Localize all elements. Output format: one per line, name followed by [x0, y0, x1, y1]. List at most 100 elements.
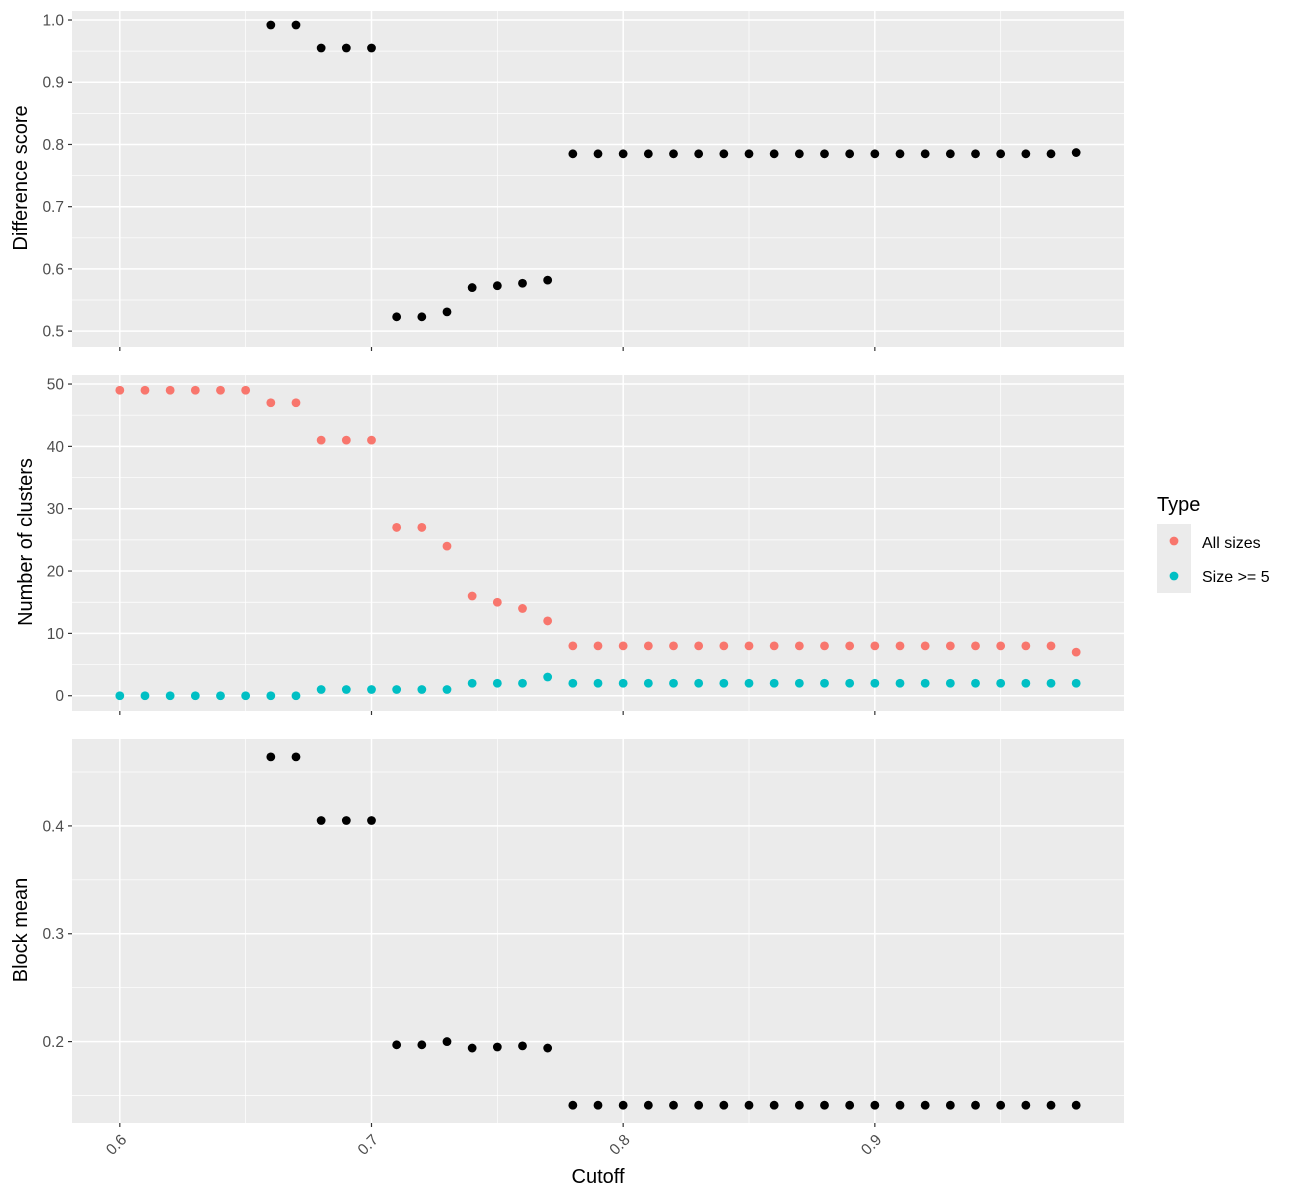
data-point — [165, 385, 175, 395]
data-point — [190, 385, 200, 395]
data-point — [442, 541, 452, 551]
y-tick-label: 0.2 — [42, 1034, 64, 1051]
data-point — [568, 641, 578, 651]
data-point — [820, 1100, 829, 1110]
data-point — [971, 149, 980, 159]
data-point — [417, 312, 427, 322]
data-point — [1046, 678, 1056, 688]
data-point — [1071, 678, 1081, 688]
data-point — [845, 641, 855, 651]
data-point — [845, 678, 855, 688]
data-point — [568, 678, 578, 688]
data-point — [794, 678, 804, 688]
data-point — [190, 691, 200, 701]
y-tick-label: 40 — [47, 439, 65, 456]
data-point — [241, 385, 251, 395]
legend-title: Type — [1157, 494, 1200, 516]
data-point — [820, 678, 829, 688]
y-tick-label: 10 — [47, 626, 65, 643]
data-point — [845, 149, 855, 159]
data-point — [367, 43, 376, 53]
data-point — [769, 678, 779, 688]
data-point — [769, 149, 779, 159]
data-point — [744, 149, 754, 159]
data-point — [543, 672, 553, 682]
data-point — [694, 149, 704, 159]
data-point — [367, 685, 376, 694]
data-point — [543, 616, 553, 626]
data-point — [392, 1040, 402, 1050]
data-point — [392, 523, 402, 532]
data-point — [1021, 678, 1031, 688]
data-point — [870, 1100, 880, 1110]
data-point — [568, 149, 578, 159]
panel-block-mean: 0.20.30.40.6 0.7 0.8 0.9 — [42, 739, 1124, 1159]
data-point — [417, 523, 427, 532]
y-tick-label: 30 — [47, 501, 65, 518]
data-point — [291, 20, 301, 30]
data-point — [744, 678, 754, 688]
data-point — [669, 1100, 678, 1110]
data-point — [543, 1043, 553, 1053]
data-point — [669, 641, 678, 651]
data-point — [719, 641, 729, 651]
data-point — [996, 1100, 1006, 1110]
data-point — [694, 641, 704, 651]
data-point — [870, 641, 880, 651]
data-point — [316, 816, 326, 825]
data-point — [1071, 1100, 1081, 1110]
data-point — [316, 685, 326, 694]
data-point — [467, 591, 477, 601]
data-point — [618, 678, 628, 688]
data-point — [719, 149, 729, 159]
data-point — [895, 149, 905, 159]
data-point — [467, 678, 477, 688]
data-point — [392, 685, 402, 694]
y-axis-title-block-mean: Block mean — [10, 878, 32, 983]
y-tick-label: 0.6 — [42, 261, 64, 278]
data-point — [820, 149, 829, 159]
data-point — [341, 685, 351, 694]
data-point — [140, 691, 150, 701]
data-point — [945, 149, 955, 159]
panel-number-of-clusters: 0 10 20 30 40 50 — [47, 375, 1124, 715]
data-point — [845, 1100, 855, 1110]
data-point — [492, 678, 502, 688]
data-point — [341, 435, 351, 445]
data-point — [593, 678, 603, 688]
legend-type: Type All sizes Size >= 5 — [1157, 494, 1270, 593]
data-point — [971, 641, 980, 651]
legend-key-all-sizes — [1169, 536, 1179, 546]
data-point — [316, 43, 326, 53]
y-tick-label: 50 — [47, 377, 65, 394]
legend-label-size-5: Size >= 5 — [1202, 569, 1270, 586]
data-point — [518, 1041, 527, 1051]
data-point — [870, 678, 880, 688]
data-point — [492, 1042, 502, 1052]
data-point — [442, 1037, 452, 1046]
data-point — [518, 278, 527, 288]
data-point — [518, 678, 527, 688]
data-point — [643, 149, 653, 159]
data-point — [467, 1043, 477, 1053]
data-point — [895, 1100, 905, 1110]
data-point — [367, 435, 376, 445]
data-point — [769, 641, 779, 651]
data-point — [945, 1100, 955, 1110]
data-point — [920, 641, 930, 651]
data-point — [643, 1100, 653, 1110]
data-point — [669, 678, 678, 688]
data-point — [618, 1100, 628, 1110]
data-point — [794, 1100, 804, 1110]
legend-key-background — [1157, 524, 1191, 593]
data-point — [643, 641, 653, 651]
data-point — [316, 435, 326, 445]
data-point — [593, 149, 603, 159]
y-axis-title-number-of-clusters: Number of clusters — [15, 458, 37, 626]
data-point — [467, 283, 477, 292]
data-point — [618, 641, 628, 651]
data-point — [744, 1100, 754, 1110]
data-point — [1021, 149, 1031, 159]
y-tick-label: 0.8 — [42, 137, 64, 154]
legend-label-all-sizes: All sizes — [1202, 535, 1261, 552]
